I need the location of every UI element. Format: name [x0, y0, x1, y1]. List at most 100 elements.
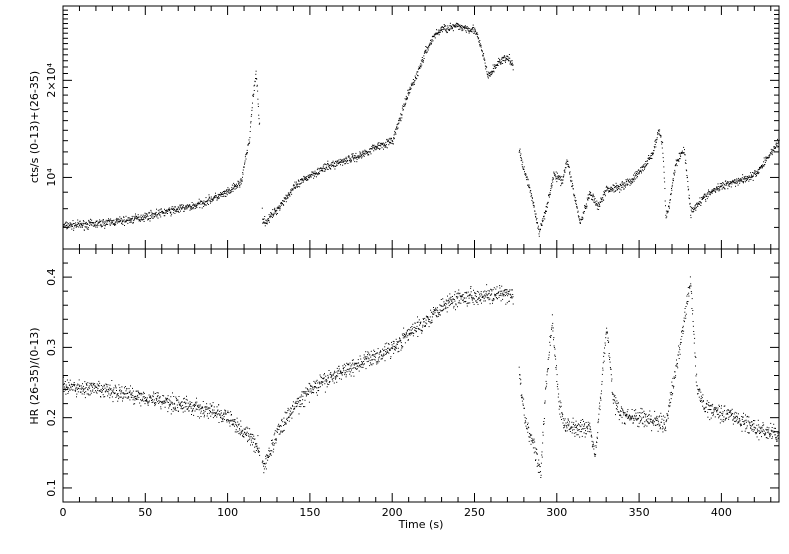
data-point: [661, 141, 663, 143]
data-point: [404, 98, 406, 100]
data-point: [543, 421, 545, 422]
data-point: [325, 375, 327, 377]
data-point: [523, 414, 525, 416]
data-point: [458, 28, 460, 30]
data-point: [623, 412, 625, 414]
data-point: [368, 352, 370, 354]
data-point: [375, 146, 377, 148]
data-point: [144, 403, 146, 405]
data-point: [613, 394, 615, 396]
data-point: [84, 392, 85, 393]
data-point: [65, 221, 67, 223]
data-point: [593, 195, 594, 197]
data-point: [132, 399, 134, 401]
data-point: [701, 199, 703, 200]
data-point: [377, 142, 379, 144]
data-point: [302, 395, 304, 397]
data-point: [369, 148, 371, 150]
data-point: [307, 179, 309, 181]
data-point: [729, 410, 731, 412]
data-point: [311, 392, 312, 394]
data-point: [217, 193, 219, 195]
data-point: [130, 218, 132, 219]
data-point: [540, 474, 542, 476]
data-point: [668, 206, 670, 208]
data-point: [167, 397, 168, 399]
data-point: [731, 183, 733, 185]
data-point: [636, 173, 637, 174]
data-point: [237, 181, 239, 183]
data-point: [669, 202, 671, 204]
data-point: [699, 197, 701, 199]
data-point: [578, 429, 580, 430]
data-point: [561, 412, 563, 414]
data-point: [583, 211, 585, 212]
data-point: [725, 182, 727, 184]
data-point: [771, 427, 773, 428]
data-point: [300, 394, 302, 396]
data-point: [236, 417, 238, 419]
data-point: [676, 165, 678, 167]
data-point: [498, 62, 500, 64]
data-point: [131, 396, 133, 398]
data-point: [657, 430, 659, 432]
data-point: [768, 429, 770, 431]
data-point: [221, 421, 223, 423]
data-point: [83, 393, 85, 395]
data-point: [719, 187, 720, 189]
data-point: [664, 188, 666, 189]
data-point: [677, 354, 679, 356]
data-point: [231, 184, 233, 186]
data-point: [85, 226, 87, 228]
data-point: [129, 220, 131, 221]
data-point: [670, 398, 672, 400]
data-point: [547, 369, 549, 371]
data-point: [527, 184, 528, 186]
data-point: [183, 402, 185, 403]
data-point: [140, 218, 142, 220]
data-point: [755, 433, 757, 435]
data-point: [68, 223, 69, 225]
data-point: [295, 402, 297, 404]
data-point: [511, 289, 513, 291]
data-point: [374, 359, 376, 361]
data-point: [747, 176, 749, 178]
data-point: [130, 396, 132, 398]
data-point: [685, 317, 687, 319]
data-point: [479, 300, 481, 302]
data-point: [565, 167, 567, 169]
data-point: [602, 197, 604, 199]
data-point: [557, 177, 559, 179]
data-point: [291, 193, 293, 195]
data-point: [666, 419, 668, 421]
data-point: [652, 420, 653, 422]
data-point: [212, 417, 214, 419]
data-point: [335, 160, 337, 162]
data-point: [391, 344, 393, 346]
data-point: [604, 347, 605, 349]
data-point: [106, 384, 107, 386]
data-point: [193, 403, 195, 405]
data-point: [151, 402, 153, 403]
data-point: [100, 223, 102, 225]
data-point: [567, 163, 568, 165]
data-point: [84, 397, 86, 399]
data-point: [734, 417, 736, 419]
data-point: [444, 25, 446, 27]
data-point: [538, 464, 540, 466]
data-point: [584, 423, 586, 425]
data-point: [328, 370, 330, 371]
data-point: [660, 427, 661, 429]
data-point: [192, 205, 194, 207]
data-point: [258, 451, 260, 453]
data-point: [78, 384, 80, 386]
data-point: [159, 401, 160, 403]
data-point: [97, 388, 99, 389]
data-point: [204, 203, 205, 205]
data-point: [411, 85, 413, 87]
data-point: [258, 123, 260, 125]
data-point: [93, 222, 95, 224]
data-point: [762, 429, 764, 431]
data-point: [622, 184, 624, 186]
data-point: [478, 40, 480, 42]
